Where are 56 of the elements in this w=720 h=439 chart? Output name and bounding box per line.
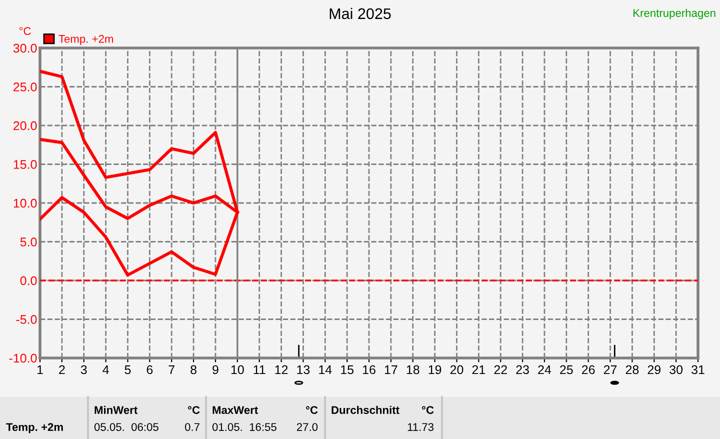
x-tick-label: 10 — [231, 365, 244, 374]
x-tick-label: 8 — [190, 365, 196, 374]
y-tick-label: -10.0 — [9, 354, 37, 363]
y-tick-label: 0.0 — [20, 276, 37, 286]
x-tick-label: 21 — [472, 365, 486, 374]
y-tick-label: 30.0 — [13, 44, 37, 53]
x-tick-label: 5 — [124, 365, 131, 374]
x-tick-label: 23 — [516, 365, 529, 374]
x-tick-label: 1 — [37, 365, 43, 374]
x-tick-label: 27 — [604, 365, 617, 374]
x-tick-label: 4 — [102, 365, 109, 374]
x-tick-label: 17 — [384, 365, 398, 374]
y-tick-label: 15.0 — [14, 160, 37, 169]
y-tick-label: -5.0 — [16, 315, 37, 324]
chart-title: Mai 2025 — [330, 8, 391, 20]
x-tick-label: 22 — [494, 365, 507, 374]
x-tick-label: 25 — [560, 365, 573, 374]
text: MinWert — [94, 406, 138, 414]
y-axis-title: °C — [19, 27, 31, 35]
text: Krentruperhagen — [634, 8, 716, 20]
x-tick-label: 26 — [582, 365, 595, 374]
x-tick-label: 24 — [538, 365, 552, 374]
x-tick-label: 6 — [146, 365, 153, 374]
x-tick-label: 13 — [297, 365, 310, 374]
text: 05.05. 06:05 — [94, 423, 158, 431]
text: °C — [188, 406, 200, 414]
x-tick-label: 19 — [428, 365, 442, 374]
x-tick-label: 30 — [670, 365, 683, 374]
x-tick-label: 3 — [80, 365, 87, 374]
text: Durchschnitt — [332, 406, 400, 414]
x-tick-label: 9 — [212, 365, 218, 374]
x-tick-label: 7 — [168, 365, 174, 374]
x-tick-label: 2 — [59, 365, 65, 374]
x-tick-label: 11 — [254, 365, 266, 374]
x-tick-label: 15 — [341, 365, 354, 374]
x-tick-label: 16 — [363, 365, 376, 374]
x-tick-label: 31 — [692, 365, 704, 374]
x-tick-label: 12 — [275, 365, 288, 374]
y-tick-label: 20.0 — [14, 121, 37, 130]
y-tick-label: 10.0 — [14, 198, 37, 208]
text: 01.05. 16:55 — [212, 423, 276, 431]
text: °C — [422, 406, 434, 414]
text: 27.0 — [296, 423, 318, 431]
y-tick-label: 25.0 — [14, 82, 37, 92]
text: 11.73 — [408, 423, 434, 431]
x-tick-label: 20 — [450, 365, 464, 374]
x-tick-label: 14 — [319, 365, 332, 374]
text: Temp. +2m — [6, 423, 63, 434]
text: MaxWert — [212, 406, 258, 414]
legend-label: Temp. +2m — [58, 34, 113, 45]
x-tick-label: 28 — [626, 365, 639, 374]
text: 0.7 — [184, 423, 200, 431]
x-tick-label: 29 — [648, 365, 660, 374]
text: °C — [306, 406, 318, 414]
x-tick-label: 18 — [406, 365, 420, 374]
y-tick-label: 5.0 — [20, 238, 37, 246]
